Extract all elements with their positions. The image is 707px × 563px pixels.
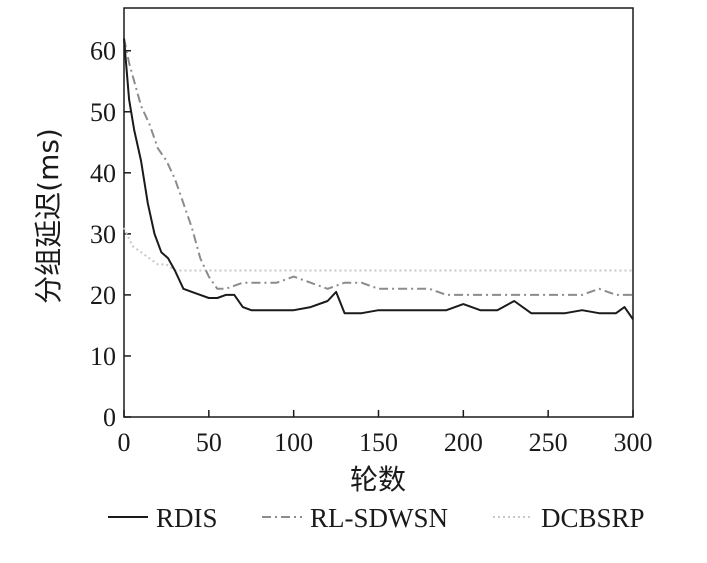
- legend-label-rdis: RDIS: [156, 503, 218, 533]
- series-line-rdis: [123, 38, 634, 320]
- y-tick-label: 50: [90, 98, 116, 127]
- x-axis: 0 50 100 150 200 250 300: [118, 410, 653, 457]
- x-tick-label: 0: [118, 428, 131, 457]
- x-tick-label: 300: [614, 428, 653, 457]
- y-tick-label: 20: [90, 281, 116, 310]
- series-line-rl-sdwsn: [123, 38, 633, 296]
- plot-frame: [123, 7, 634, 418]
- legend: RDIS RL-SDWSN DCBSRP: [108, 503, 645, 533]
- y-tick-label: 40: [90, 159, 116, 188]
- series-layer: [123, 38, 634, 320]
- x-tick-label: 200: [444, 428, 483, 457]
- legend-label-rl-sdwsn: RL-SDWSN: [310, 503, 448, 533]
- y-tick-label: 0: [103, 403, 116, 432]
- x-tick-label: 250: [529, 428, 568, 457]
- x-tick-label: 150: [359, 428, 398, 457]
- y-axis-title: 分组延迟(ms): [32, 128, 65, 304]
- y-tick-label: 10: [90, 342, 116, 371]
- y-axis: 0 10 20 30 40 50 60: [90, 37, 131, 432]
- series-line-dcbsrp: [123, 227, 633, 272]
- legend-label-dcbsrp: DCBSRP: [541, 503, 645, 533]
- x-axis-title: 轮数: [350, 463, 406, 496]
- y-tick-label: 60: [90, 37, 116, 66]
- x-tick-label: 50: [196, 428, 222, 457]
- x-tick-label: 100: [274, 428, 313, 457]
- y-tick-label: 30: [90, 220, 116, 249]
